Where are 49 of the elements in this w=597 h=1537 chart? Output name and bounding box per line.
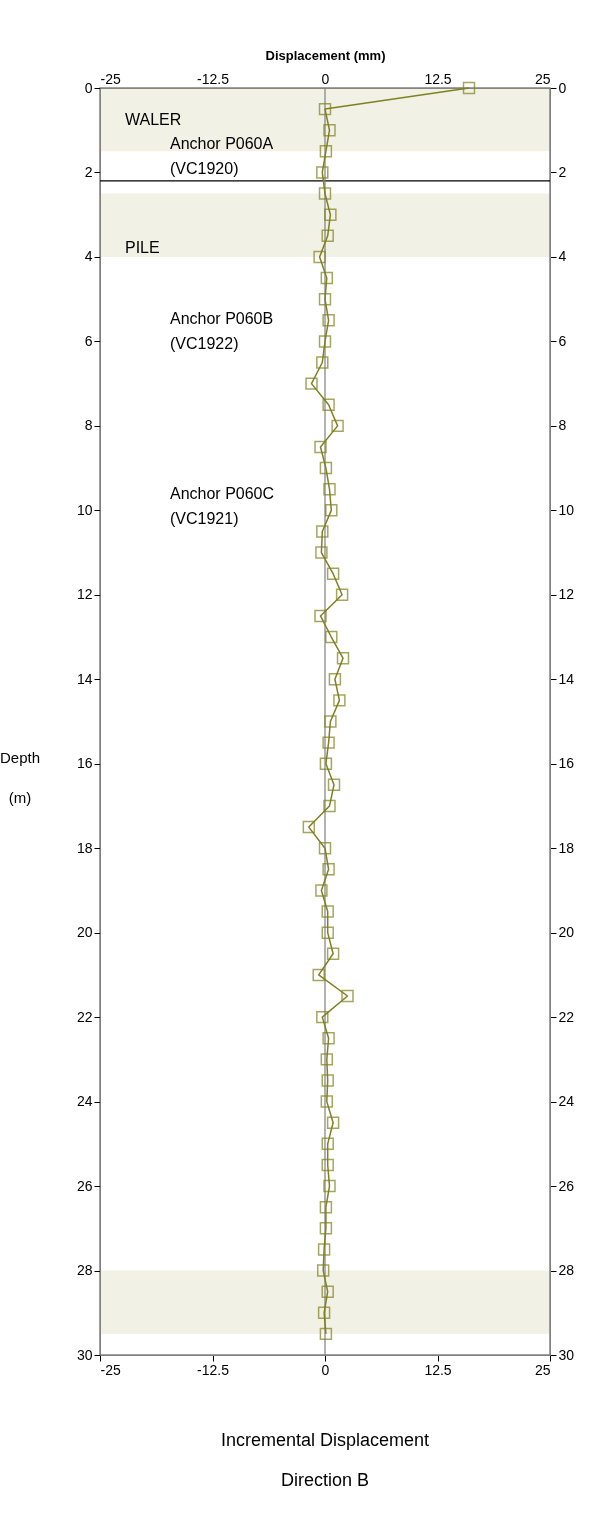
y2-tick-label: 22 [558,1008,575,1025]
y2-tick-label: 18 [558,839,575,856]
y-tick-label: 28 [76,1262,93,1279]
y2-tick-label: 6 [558,332,567,349]
y-tick-label: 4 [84,248,93,265]
x-tick-label: -12.5 [197,70,230,87]
y-tick-label: 10 [76,501,93,518]
y2-tick-label: 20 [558,924,575,941]
y-tick-label: 6 [84,332,93,349]
y-tick-label: 26 [76,1177,93,1194]
x-tick-label: 12.5 [424,70,452,87]
annotation: WALER [125,111,182,128]
x-tick-label: 25 [534,70,551,87]
y-tick-label: 8 [84,417,93,434]
annotation: Anchor P060B (VC1922) [170,310,274,352]
y2-tick-label: 16 [558,755,575,772]
x2-tick-label: 12.5 [424,1361,452,1378]
text: Incremental Displacement [220,1430,430,1450]
y2-tick-label: 2 [558,163,567,180]
y2-tick-label: 28 [558,1262,575,1279]
x-tick-label: -25 [100,70,121,87]
x2-tick-label: 25 [534,1361,551,1378]
y-tick-label: 12 [76,586,93,603]
y2-tick-label: 14 [558,670,575,687]
text: Depth (m) [0,749,41,806]
x2-tick-label: -25 [100,1361,121,1378]
y-tick-label: 18 [76,839,93,856]
y2-tick-label: 26 [558,1177,575,1194]
annotation: Anchor P060A (VC1920) [170,135,274,177]
x2-tick-label: -12.5 [197,1361,230,1378]
y-tick-label: 14 [76,670,93,687]
y-tick-label: 22 [76,1008,93,1025]
annotation: PILE [125,239,160,256]
text: Direction B [280,1470,370,1490]
y-tick-label: 2 [84,163,93,180]
y2-tick-label: 30 [558,1346,575,1363]
y-tick-label: 20 [76,924,93,941]
y2-tick-label: 4 [558,248,567,265]
x2-axis-title: Displacement (mm) [265,47,386,63]
y-tick-label: 30 [76,1346,93,1363]
annotation: Anchor P060C (VC1921) [170,485,275,527]
y2-tick-label: 8 [558,417,567,434]
y2-tick-label: 10 [558,501,575,518]
y2-tick-label: 24 [558,1093,575,1110]
y2-tick-label: 12 [558,586,575,603]
x-tick-label: 0 [321,70,330,87]
y-tick-label: 16 [76,755,93,772]
y-tick-label: 24 [76,1093,93,1110]
x2-tick-label: 0 [321,1361,330,1378]
